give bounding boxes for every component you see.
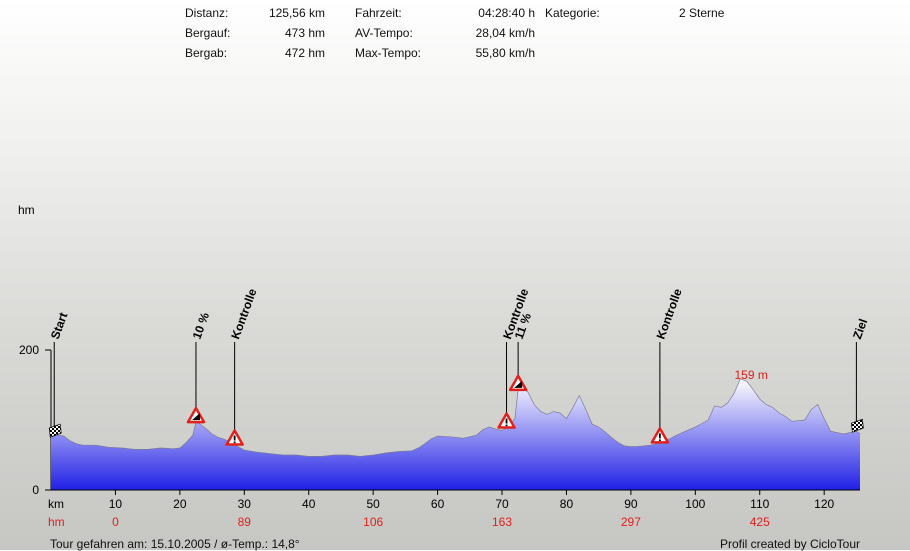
annotation-climb-warning: 10 % [186, 310, 213, 424]
checkered-flag-icon [48, 423, 62, 438]
climb-warning-icon [508, 374, 528, 392]
fahrzeit-label: Fahrzeit: [355, 6, 402, 20]
control-warning-icon [225, 429, 244, 446]
control-warning-icon [497, 412, 516, 429]
annotation-label: Start [48, 311, 71, 341]
hm-row-value: 297 [621, 515, 641, 529]
av-tempo-value: 28,04 km/h [475, 26, 535, 40]
y-tick-label: 0 [32, 483, 39, 497]
credit-note: Profil created by CicloTour [719, 537, 860, 551]
control-warning-icon [650, 427, 670, 444]
hm-row-value: 163 [492, 515, 512, 529]
bergauf-label: Bergauf: [185, 26, 231, 40]
av-tempo-label: AV-Tempo: [355, 26, 413, 40]
annotation-checkered-flag: Ziel [850, 317, 870, 433]
fahrzeit-value: 04:28:40 h [478, 6, 535, 20]
bergab-label: Bergab: [185, 46, 228, 60]
hm-row-value: 106 [363, 515, 383, 529]
checkered-flag-icon [851, 418, 864, 433]
hm-row-value: 0 [112, 515, 119, 529]
annotation-label: Kontrolle [654, 286, 685, 341]
annotation-label: Kontrolle [228, 286, 259, 341]
x-tick-label: 80 [560, 497, 574, 511]
x-tick-label: 90 [624, 497, 638, 511]
y-tick-label: 200 [19, 343, 39, 357]
distanz-label: Distanz: [185, 6, 229, 20]
y-axis: 0 200 [19, 343, 52, 497]
annotation-control-warning: Kontrolle [650, 286, 685, 444]
max-tempo-label: Max-Tempo: [355, 46, 422, 60]
x-tick-label: 50 [366, 497, 380, 511]
x-tick-label: 60 [431, 497, 445, 511]
peak-elevation-label: 159 m [735, 368, 768, 382]
x-tick-label: 20 [173, 497, 187, 511]
km-row-label: km [48, 497, 64, 511]
hm-row-value: 89 [238, 515, 252, 529]
hm-row-label: hm [48, 515, 65, 529]
bergab-value: 472 hm [284, 46, 325, 60]
x-tick-label: 30 [238, 497, 252, 511]
x-tick-label: 100 [685, 497, 705, 511]
hm-row-value: 425 [750, 515, 770, 529]
kategorie-value: 2 Sterne [679, 6, 725, 20]
annotation-control-warning: Kontrolle [225, 286, 260, 446]
x-tick-label: 10 [109, 497, 123, 511]
x-tick-label: 70 [495, 497, 509, 511]
x-tick-label: 40 [302, 497, 316, 511]
climb-warning-icon [186, 406, 206, 424]
y-axis-label: hm [18, 203, 35, 217]
hm-row-values: 0 89 106 163 297 425 [112, 515, 770, 529]
x-tick-label: 120 [814, 497, 834, 511]
kategorie-label: Kategorie: [545, 6, 600, 20]
elevation-area [51, 378, 860, 490]
bergauf-value: 473 hm [284, 26, 325, 40]
annotation-label: Ziel [850, 317, 870, 341]
tour-date-note: Tour gefahren am: 15.10.2005 / ø-Temp.: … [50, 537, 300, 551]
annotation-label: 10 % [190, 310, 213, 341]
x-tick-labels: 10 20 30 40 50 60 70 80 90 100 110 120 [109, 490, 835, 511]
max-tempo-value: 55,80 km/h [475, 46, 535, 60]
distanz-value: 125,56 km [268, 6, 325, 20]
x-tick-label: 110 [750, 497, 769, 511]
